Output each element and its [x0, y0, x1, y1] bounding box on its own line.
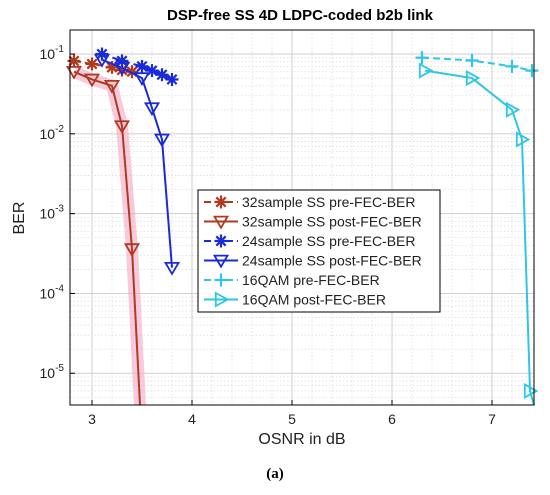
legend-marker [212, 254, 230, 269]
series-5 [415, 51, 539, 78]
data-point [515, 131, 531, 148]
data-point [525, 64, 539, 78]
series-line [73, 70, 141, 406]
chart-title: DSP-free SS 4D LDPC-coded b2b link [167, 7, 434, 24]
legend-label: 24sample SS pre-FEC-BER [242, 233, 416, 249]
data-point [103, 80, 121, 94]
legend: 32sample SS pre-FEC-BER 32sample SS post-… [197, 189, 441, 313]
legend-label: 24sample SS post-FEC-BER [242, 253, 422, 269]
legend-item: 32sample SS pre-FEC-BER [204, 194, 416, 210]
legend-label: 16QAM pre-FEC-BER [242, 272, 380, 288]
data-point [505, 101, 521, 118]
marker-stroke [136, 60, 148, 72]
x-tick-label: 5 [288, 411, 296, 427]
data-point [143, 102, 161, 117]
marker-stroke [116, 55, 128, 67]
series-6 [418, 62, 539, 406]
data-point [113, 120, 131, 135]
marker-stroke [116, 64, 128, 76]
marker-stroke [215, 235, 227, 247]
plot-frame [69, 29, 535, 406]
marker-stroke [86, 58, 98, 70]
legend-item: 24sample SS pre-FEC-BER [204, 233, 416, 249]
series-2 [65, 65, 146, 406]
data-point [133, 72, 151, 86]
data-series [65, 47, 539, 406]
data-point [135, 59, 149, 73]
data-point [115, 54, 129, 68]
y-tick-label: 10-5 [40, 363, 65, 381]
data-point [418, 62, 434, 79]
legend-marker [214, 273, 228, 287]
y-tick-label: 10-4 [40, 283, 65, 301]
series-line [101, 53, 173, 81]
data-point [465, 53, 479, 67]
data-point [113, 62, 131, 76]
data-point [155, 68, 169, 82]
data-point [65, 65, 83, 80]
y-tick-label: 10-2 [40, 124, 65, 142]
series-4 [93, 53, 181, 276]
x-tick-label: 6 [388, 411, 396, 427]
series-line [101, 58, 173, 268]
legend-label: 32sample SS post-FEC-BER [242, 214, 422, 230]
legend-marker [212, 215, 230, 230]
marker-stroke [68, 55, 80, 67]
data-point [523, 382, 539, 399]
legend-box [197, 189, 441, 313]
marker-stroke [126, 66, 138, 78]
legend-label: 16QAM post-FEC-BER [242, 292, 386, 308]
x-tick-label: 4 [188, 411, 196, 427]
data-point [163, 261, 181, 276]
y-tick-label: 10-1 [40, 44, 65, 62]
x-tick-label: 3 [88, 411, 96, 427]
data-point [153, 133, 171, 148]
data-point [85, 57, 99, 71]
marker-stroke [215, 196, 227, 208]
data-point [465, 70, 481, 87]
y-axis-label: BER [11, 202, 28, 235]
legend-marker [214, 234, 228, 248]
legend-item: 24sample SS post-FEC-BER [204, 253, 422, 269]
y-tick-label: 10-3 [40, 204, 65, 222]
data-point [123, 243, 141, 257]
figure-caption: (a) [266, 466, 284, 482]
marker-stroke [156, 69, 168, 81]
data-point [415, 51, 429, 65]
legend-marker [214, 195, 228, 209]
legend-label: 32sample SS pre-FEC-BER [242, 194, 416, 210]
data-point [165, 72, 179, 86]
legend-item: 16QAM post-FEC-BER [204, 291, 386, 308]
series-halo [71, 66, 146, 406]
legend-item: 32sample SS post-FEC-BER [204, 214, 422, 230]
axis-ticks: 3 4 5 6 7 10-5 10-4 10-3 10-2 10-1 [40, 44, 497, 427]
x-tick-label: 7 [488, 411, 496, 427]
data-point [83, 73, 101, 88]
legend-marker [214, 291, 230, 308]
legend-item: 16QAM pre-FEC-BER [204, 272, 380, 288]
series-line [421, 56, 533, 72]
x-axis-label: OSNR in dB [258, 431, 345, 448]
data-point [67, 54, 81, 68]
data-point [505, 59, 519, 73]
data-point [93, 53, 111, 68]
marker-stroke [166, 74, 178, 85]
